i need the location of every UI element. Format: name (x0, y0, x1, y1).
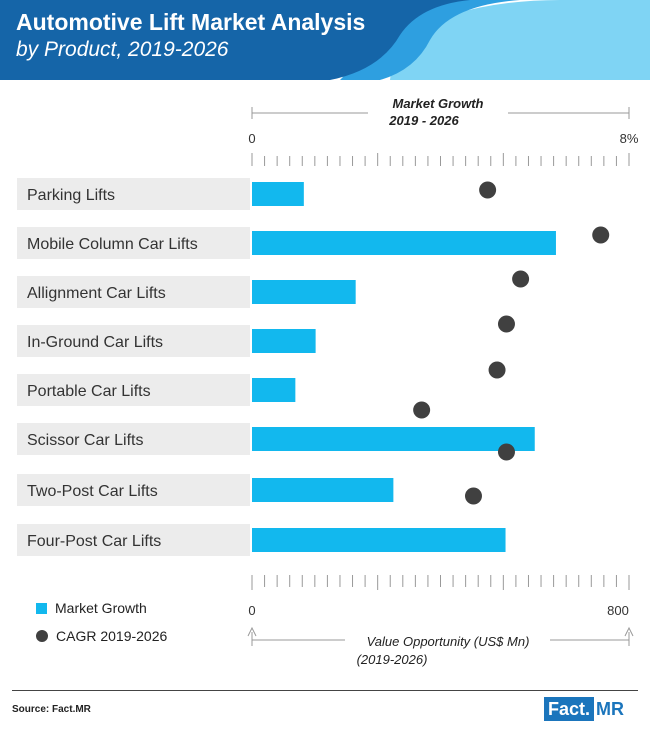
legend-bar-label: Market Growth (55, 600, 147, 616)
bar (252, 427, 535, 451)
category-label: In-Ground Car Lifts (27, 334, 163, 351)
chart-area: Market Growth 2019 - 2026 0 8% 0 800 Value Opp… (17, 92, 639, 670)
category-label-bg (17, 276, 250, 308)
bar (252, 329, 316, 353)
legend-item-market-growth: Market Growth (36, 598, 167, 618)
bottom-axis-arrow-right (624, 626, 634, 637)
category-label: Scissor Car Lifts (27, 432, 143, 449)
logo-text-left: Fact. (544, 697, 595, 721)
bar (252, 280, 356, 304)
category-label: Two-Post Car Lifts (27, 483, 158, 500)
category-label-bg (17, 474, 250, 506)
legend-item-cagr: CAGR 2019-2026 (36, 626, 167, 646)
bottom-axis-min-label: 0 (248, 603, 255, 618)
category-label: Allignment Car Lifts (27, 285, 166, 302)
cagr-dot (497, 315, 515, 333)
footer-divider (12, 690, 638, 691)
legend-dot-label: CAGR 2019-2026 (56, 628, 168, 644)
category-label-bg (17, 374, 250, 406)
header-wave-light (390, 0, 650, 80)
bar (252, 182, 304, 206)
cagr-dot (592, 226, 610, 244)
category-label-bg (17, 325, 250, 357)
bottom-axis-title-line2: (2019-2026) (357, 652, 428, 667)
category-label: Mobile Column Car Lifts (27, 236, 198, 253)
bar (252, 231, 556, 255)
cagr-dot (497, 443, 515, 461)
header-wave-dark (0, 0, 470, 80)
category-label-bg (17, 423, 250, 455)
bar (252, 528, 506, 552)
category-label-bg (17, 524, 250, 556)
category-label: Parking Lifts (27, 187, 115, 204)
bar (252, 378, 296, 402)
bottom-axis-arrow-left (247, 626, 257, 637)
top-axis-title-line1: Market Growth (392, 96, 483, 111)
top-axis-min-label: 0 (248, 131, 255, 146)
cagr-dot (479, 181, 497, 199)
bottom-axis-max-label: 800 (607, 603, 629, 618)
top-axis-max-label: 8% (620, 131, 639, 146)
legend-dot-swatch (36, 630, 48, 642)
chart-title: Automotive Lift Market Analysis (16, 9, 366, 35)
category-label: Four-Post Car Lifts (27, 533, 161, 550)
bar (252, 478, 394, 502)
cagr-dot (512, 270, 530, 288)
chart-subtitle: by Product, 2019-2026 (16, 38, 229, 61)
legend-bar-swatch (36, 602, 47, 614)
header-wave-mid (340, 0, 520, 80)
bottom-axis-title-line1: Value Opportunity (US$ Mn) (367, 634, 530, 649)
category-label-bg (17, 178, 250, 210)
logo-text-right: MR (596, 699, 625, 719)
category-label: Portable Car Lifts (27, 383, 151, 400)
header-background (0, 0, 650, 80)
factmr-logo: Fact. MR (544, 697, 626, 721)
cagr-dot (488, 361, 506, 379)
bottom-axis-title-bg (345, 630, 550, 670)
cagr-dot (413, 401, 431, 419)
header-banner: Automotive Lift Market Analysis by Produ… (0, 0, 650, 80)
source-note: Source: Fact.MR (12, 704, 91, 715)
legend: Market Growth CAGR 2019-2026 (36, 598, 167, 654)
category-label-bg (17, 227, 250, 259)
top-axis-title-bg (368, 92, 508, 132)
cagr-dot (464, 487, 482, 505)
top-axis-title-line2: 2019 - 2026 (388, 113, 459, 128)
